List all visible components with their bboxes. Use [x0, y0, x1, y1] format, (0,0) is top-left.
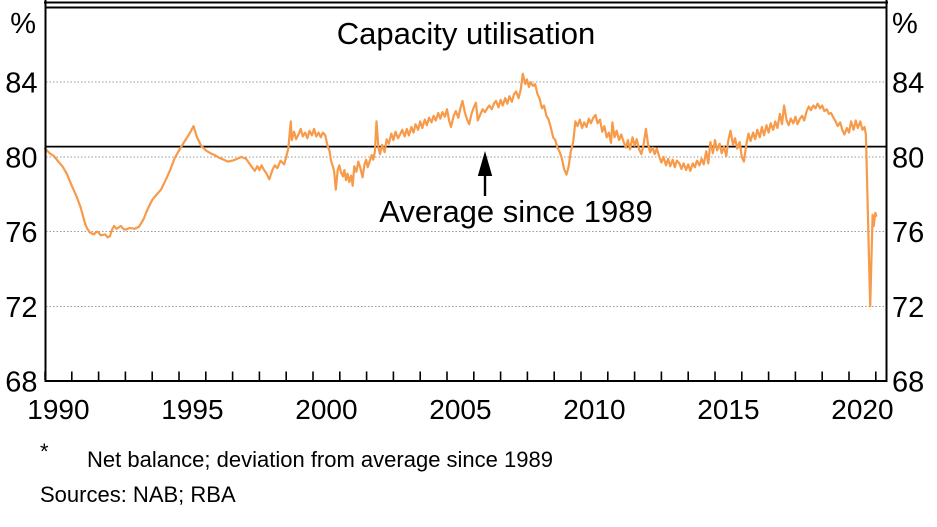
y-axis-label-left-80: 80: [5, 142, 37, 174]
x-axis-label-1995: 1995: [161, 394, 223, 425]
x-axis-label-2010: 2010: [563, 394, 625, 425]
y-axis-label-left-72: 72: [5, 292, 37, 324]
plot-border: [44, 6, 888, 382]
y-axis-label-left-76: 76: [5, 217, 37, 249]
y-axis-label-right-72: 72: [892, 292, 924, 324]
x-axis-label-2015: 2015: [697, 394, 759, 425]
x-axis-labels: 1990 1995 2000 2005 2010 2015 2020: [27, 394, 893, 425]
x-axis-label-2005: 2005: [429, 394, 491, 425]
y-axis-label-right-84: 84: [892, 68, 924, 100]
y-axis-label-left-84: 84: [5, 68, 37, 100]
y-axis-unit-left: %: [10, 8, 36, 40]
year-ticks: [44, 371, 877, 380]
x-axis-label-2020: 2020: [831, 394, 893, 425]
sources-text: Sources: NAB; RBA: [40, 482, 236, 507]
footnote-text: Net balance; deviation from average sinc…: [87, 447, 553, 472]
capacity-utilisation-chart: Capacity utilisation Average since 1989 …: [5, 0, 924, 425]
capacity-utilisation-series-line: [43, 72, 878, 308]
y-axis-labels-right: 68 72 76 80 84: [892, 68, 924, 399]
arrow-head-icon: [477, 151, 493, 176]
footnote-marker: *: [40, 439, 49, 464]
average-annotation-label: Average since 1989: [379, 194, 652, 229]
y-axis-unit-right: %: [892, 8, 918, 40]
y-axis-label-right-68: 68: [892, 367, 924, 399]
y-axis-labels-left: 68 72 76 80 84: [5, 68, 37, 399]
y-axis-label-right-76: 76: [892, 217, 924, 249]
x-axis-label-2000: 2000: [295, 394, 357, 425]
annotation-arrow: [477, 151, 493, 196]
y-axis-label-right-80: 80: [892, 142, 924, 174]
chart-title: Capacity utilisation: [337, 16, 595, 51]
y-axis-label-left-68: 68: [5, 367, 37, 399]
x-axis-label-1990: 1990: [27, 394, 89, 425]
gridlines: [46, 81, 886, 307]
